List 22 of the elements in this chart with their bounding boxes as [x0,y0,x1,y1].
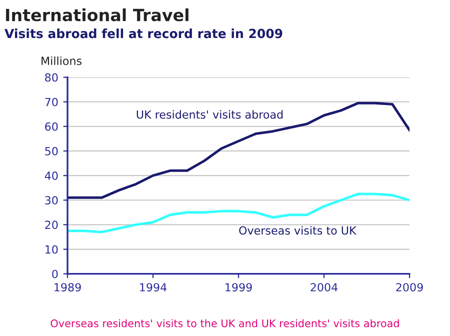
y-axis-title: Millions [42,56,82,66]
y-tick-label: 40 [44,172,58,180]
x-tick-label: 1999 [226,283,252,292]
y-tick-label: 50 [45,146,58,156]
text: Overseas residents' visits to the UK and UK residents' visits abroad [50,319,399,328]
y-tick-label: 0 [52,270,58,278]
x-tick-label: 2009 [396,283,423,292]
y-tick-label: 30 [45,196,58,205]
y-tick-label: 10 [46,245,58,254]
line-series [68,192,410,234]
y-tick-label: 80 [45,73,58,82]
chart-title: International Travel [6,8,188,22]
chart-subtitle: Visits abroad fell at record rate in 2009 [4,28,282,38]
y-tick-label: 60 [45,122,58,131]
y-tick-label: 20 [45,220,58,230]
x-tick-label: 2004 [310,283,338,292]
y-tick-label: 70 [45,98,58,106]
line-series [68,102,410,199]
x-tick-label: 1989 [54,283,81,292]
series-label: Overseas visits to UK [239,226,357,235]
x-tick-label: 1994 [140,283,167,292]
series-label: UK residents' visits abroad [136,110,283,119]
